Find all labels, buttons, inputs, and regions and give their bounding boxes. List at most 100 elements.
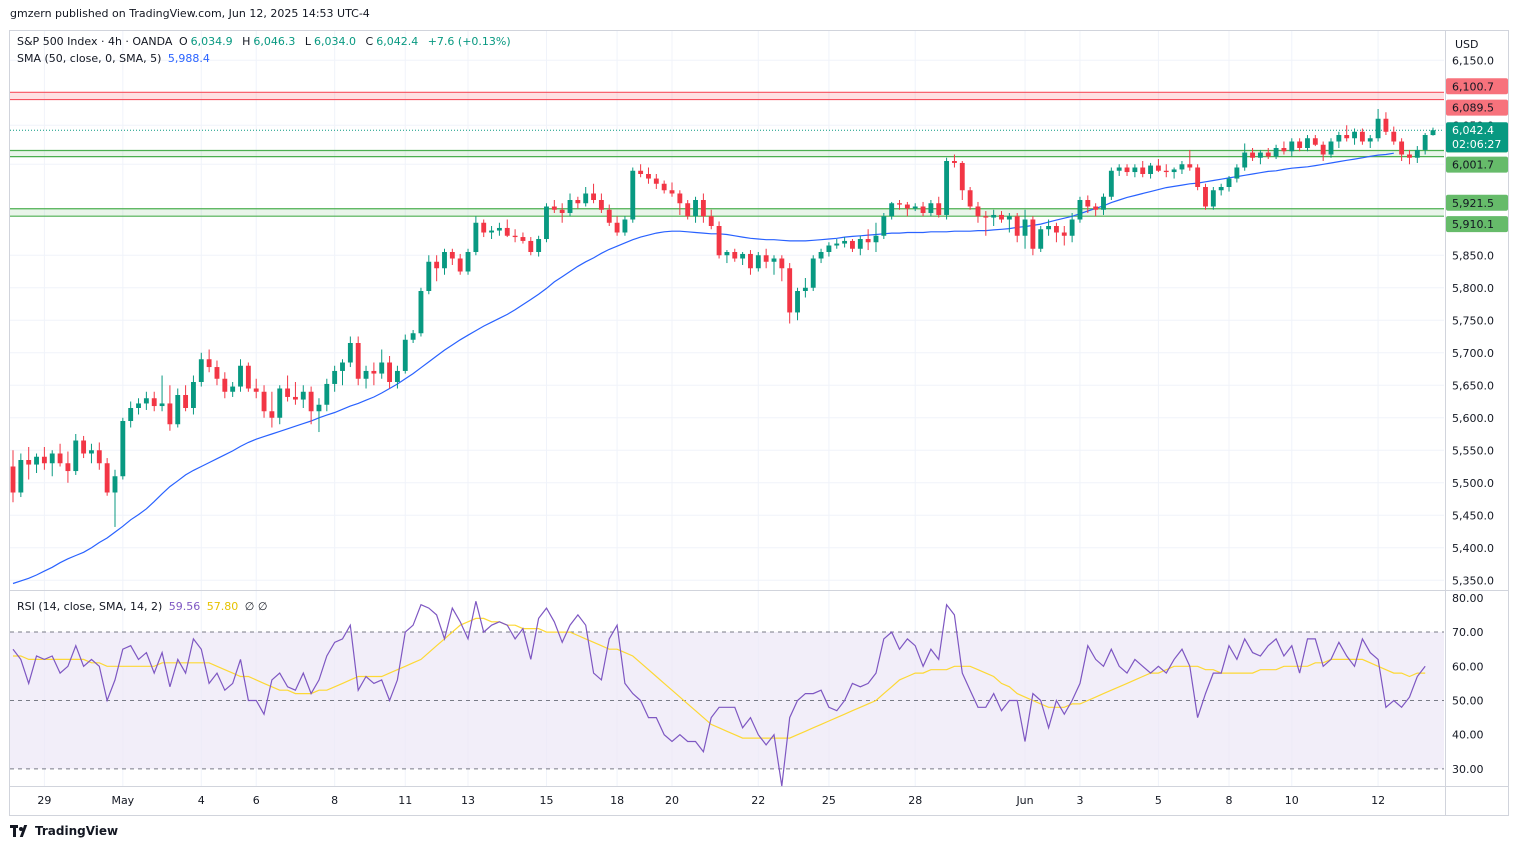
candle bbox=[65, 451, 71, 483]
candle-body bbox=[1273, 148, 1279, 157]
candle bbox=[292, 382, 298, 405]
candle bbox=[332, 365, 338, 392]
price-tick-label: 5,700.0 bbox=[1452, 347, 1494, 360]
candle-body bbox=[653, 178, 659, 184]
candle bbox=[261, 385, 267, 418]
candle bbox=[57, 443, 63, 467]
candle bbox=[1257, 149, 1263, 165]
candle-body bbox=[387, 362, 393, 382]
rsi-legend: RSI (14, close, SMA, 14, 2) 59.56 57.80 … bbox=[17, 600, 270, 613]
candle-body bbox=[1414, 149, 1420, 158]
sma-line-group bbox=[12, 152, 1394, 585]
candle-body bbox=[1430, 130, 1436, 136]
candle-body bbox=[802, 287, 808, 291]
candle-body bbox=[834, 243, 840, 246]
candle bbox=[324, 378, 330, 412]
candle-body bbox=[332, 370, 338, 384]
candle bbox=[371, 362, 377, 386]
candle bbox=[520, 232, 526, 244]
candle-body bbox=[151, 398, 157, 407]
candle-body bbox=[41, 456, 47, 464]
candle bbox=[771, 255, 777, 275]
candle bbox=[959, 161, 965, 200]
candle-body bbox=[551, 206, 557, 210]
candle bbox=[991, 209, 997, 226]
price-tick-label: 5,350.0 bbox=[1452, 574, 1494, 587]
candle-body bbox=[214, 367, 220, 379]
candle-body bbox=[638, 170, 644, 174]
sma-legend: SMA (50, close, 0, SMA, 5) 5,988.4 bbox=[17, 52, 213, 65]
candle bbox=[1312, 135, 1318, 147]
sma-label[interactable]: SMA (50, close, 0, SMA, 5) bbox=[17, 52, 162, 65]
time-tick-label: 25 bbox=[822, 794, 836, 807]
candle-body bbox=[1257, 152, 1263, 158]
candle-body bbox=[269, 411, 275, 418]
candle-body bbox=[598, 200, 604, 210]
symbol-label[interactable]: S&P 500 Index · 4h · OANDA bbox=[17, 35, 173, 48]
candle bbox=[889, 201, 895, 220]
candle-body bbox=[457, 258, 463, 272]
time-tick-label: 15 bbox=[539, 794, 553, 807]
rsi-tick-label: 80.00 bbox=[1452, 592, 1484, 605]
candle bbox=[779, 255, 785, 282]
candle-body bbox=[693, 200, 698, 217]
rsi-value: 59.56 bbox=[168, 600, 201, 613]
time-tick-label: 11 bbox=[398, 794, 412, 807]
candle bbox=[1171, 167, 1177, 179]
candle bbox=[449, 248, 455, 265]
candle bbox=[512, 229, 518, 243]
rsi-label[interactable]: RSI (14, close, SMA, 14, 2) bbox=[17, 600, 163, 613]
candle bbox=[1093, 203, 1099, 217]
candle bbox=[967, 187, 973, 210]
candle bbox=[1124, 164, 1130, 176]
time-tick-label: 18 bbox=[610, 794, 624, 807]
candle bbox=[253, 378, 259, 399]
currency-label[interactable]: USD bbox=[1455, 38, 1479, 51]
candle bbox=[787, 263, 793, 324]
candle bbox=[1367, 135, 1373, 148]
candle bbox=[551, 200, 557, 213]
candle bbox=[1281, 141, 1287, 155]
high-value: 6,046.3 bbox=[253, 35, 296, 48]
candle-body bbox=[104, 463, 110, 493]
last-price-value: 6,042.4 bbox=[1452, 124, 1494, 137]
candle-body bbox=[1195, 167, 1201, 187]
candle bbox=[434, 255, 440, 282]
rsi-sma-value: 57.80 bbox=[206, 600, 239, 613]
candle-body bbox=[347, 343, 353, 363]
candle-body bbox=[975, 206, 981, 217]
candle bbox=[167, 385, 173, 431]
zone-top-tag-text: 5,921.5 bbox=[1452, 197, 1494, 210]
candle bbox=[842, 237, 848, 248]
support-zone bbox=[10, 208, 1444, 217]
candle bbox=[457, 253, 463, 275]
candle-body bbox=[983, 216, 989, 218]
last-price-tag-bg bbox=[1446, 122, 1508, 153]
candle-body bbox=[1179, 164, 1185, 170]
candle bbox=[622, 216, 628, 236]
candle bbox=[363, 365, 369, 389]
candle-body bbox=[143, 398, 149, 404]
candle-body bbox=[1242, 152, 1248, 168]
price-tick-label: 5,500.0 bbox=[1452, 477, 1494, 490]
candle bbox=[1155, 159, 1161, 173]
time-tick-label: 8 bbox=[1226, 794, 1233, 807]
candle-body bbox=[1140, 167, 1146, 174]
rsi-tick-label: 40.00 bbox=[1452, 729, 1484, 742]
footer-brand[interactable]: TradingView bbox=[10, 824, 118, 838]
candle bbox=[465, 248, 471, 275]
candle bbox=[1210, 187, 1216, 210]
candle-body bbox=[1218, 187, 1224, 191]
candle-body bbox=[724, 252, 730, 256]
candle-body bbox=[991, 214, 997, 218]
candle bbox=[104, 458, 110, 496]
candle-body bbox=[1399, 141, 1405, 155]
candle bbox=[120, 417, 126, 480]
candle-body bbox=[1014, 216, 1020, 236]
candle bbox=[355, 336, 361, 386]
candle-body bbox=[748, 253, 753, 269]
candle-body bbox=[912, 206, 918, 209]
candle-body bbox=[73, 440, 79, 472]
candle-body bbox=[520, 237, 526, 241]
